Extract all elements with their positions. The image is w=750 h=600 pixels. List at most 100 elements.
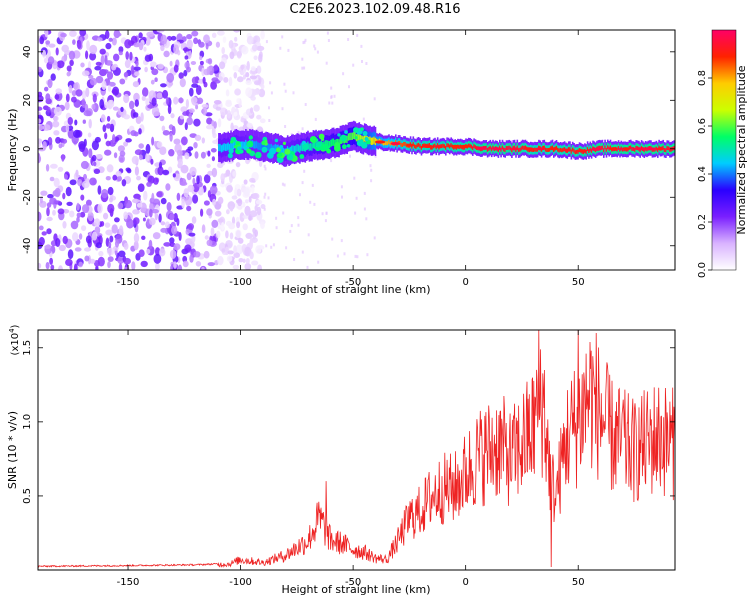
noise-speck	[270, 245, 273, 249]
noise-blob	[219, 61, 226, 70]
noise-blob	[42, 124, 51, 131]
noise-speck	[268, 106, 270, 110]
noise-blob	[151, 192, 155, 203]
noise-blob	[91, 140, 99, 151]
noise-blob	[42, 49, 46, 58]
ridge-core	[362, 136, 365, 144]
noise-blob	[182, 260, 189, 268]
noise-blob	[76, 202, 80, 211]
noise-blob	[72, 232, 79, 242]
noise-blob	[253, 104, 260, 112]
noise-blob	[203, 200, 210, 206]
noise-blob	[211, 219, 219, 228]
noise-blob	[62, 138, 68, 144]
noise-blob	[73, 263, 78, 270]
noise-blob	[123, 211, 128, 220]
noise-speck	[301, 181, 304, 185]
noise-blob	[153, 177, 159, 185]
noise-blob	[237, 76, 244, 83]
x-tick-label: -150	[117, 577, 140, 588]
noise-speck	[302, 41, 305, 45]
noise-blob	[218, 76, 223, 82]
noise-blob	[100, 114, 106, 123]
ridge-peak	[622, 147, 631, 151]
noise-blob	[226, 185, 233, 193]
noise-blob	[66, 201, 73, 206]
noise-blob	[233, 252, 240, 258]
ridge-core	[508, 145, 510, 150]
noise-blob	[124, 39, 132, 49]
noise-blob	[244, 205, 251, 216]
noise-blob	[190, 96, 198, 104]
noise-blob	[195, 85, 202, 96]
noise-blob	[80, 62, 85, 68]
noise-blob	[245, 72, 250, 78]
noise-blob	[57, 166, 64, 172]
ridge-core	[308, 143, 311, 151]
noise-speck	[265, 40, 268, 44]
noise-blob	[260, 204, 266, 209]
noise-speck	[297, 223, 300, 227]
x-tick-label: -50	[345, 577, 361, 588]
ridge-core	[228, 144, 231, 152]
noise-blob	[249, 240, 254, 249]
noise-blob	[221, 248, 226, 253]
noise-blob	[256, 206, 262, 216]
ridge-core	[347, 133, 350, 141]
y-tick-label: -20	[22, 189, 33, 205]
noise-blob	[130, 130, 137, 137]
noise-blob	[237, 204, 243, 210]
noise-speck	[285, 246, 288, 250]
noise-blob	[203, 250, 210, 259]
noise-blob	[123, 71, 129, 78]
ridge-blob	[326, 148, 332, 154]
noise-blob	[256, 114, 262, 120]
ridge-core	[534, 147, 536, 152]
noise-blob	[118, 250, 126, 258]
noise-blob	[73, 82, 78, 90]
snr-series-line	[38, 330, 675, 568]
noise-blob	[138, 143, 144, 149]
noise-blob	[38, 95, 44, 103]
ridge-core	[404, 142, 406, 146]
noise-blob	[235, 162, 241, 168]
ridge-core	[474, 145, 477, 150]
ridge-blob	[362, 131, 368, 136]
noise-blob	[146, 218, 151, 226]
noise-blob	[95, 75, 104, 84]
noise-speck	[352, 63, 355, 67]
noise-blob	[123, 141, 129, 147]
noise-blob	[38, 262, 42, 269]
noise-speck	[330, 159, 333, 163]
ridge-core	[585, 149, 587, 154]
ridge-peak	[576, 149, 588, 153]
noise-blob	[46, 106, 51, 113]
noise-blob	[237, 198, 243, 207]
ridge-blob	[360, 127, 364, 131]
noise-blob	[53, 115, 59, 122]
ridge-core	[476, 146, 478, 150]
colorbar-tick-label: 0.2	[697, 214, 708, 230]
noise-blob	[211, 167, 218, 178]
noise-speck	[336, 254, 339, 258]
noise-blob	[62, 192, 66, 200]
noise-blob	[104, 132, 108, 140]
noise-speck	[362, 117, 365, 121]
noise-blob	[65, 124, 70, 133]
noise-blob	[225, 101, 233, 107]
noise-blob	[200, 151, 206, 159]
noise-blob	[155, 262, 160, 270]
noise-blob	[123, 114, 131, 120]
ridge-core	[470, 144, 473, 149]
ridge-peak	[536, 147, 546, 151]
ridge-core	[473, 144, 475, 149]
noise-blob	[107, 261, 111, 269]
noise-speck	[348, 85, 350, 89]
noise-blob	[42, 141, 47, 150]
ridge-core	[431, 145, 434, 150]
noise-blob	[145, 152, 150, 162]
ridge-core	[619, 147, 621, 152]
noise-speck	[281, 107, 284, 111]
noise-blob	[134, 149, 143, 156]
noise-blob	[255, 199, 263, 205]
